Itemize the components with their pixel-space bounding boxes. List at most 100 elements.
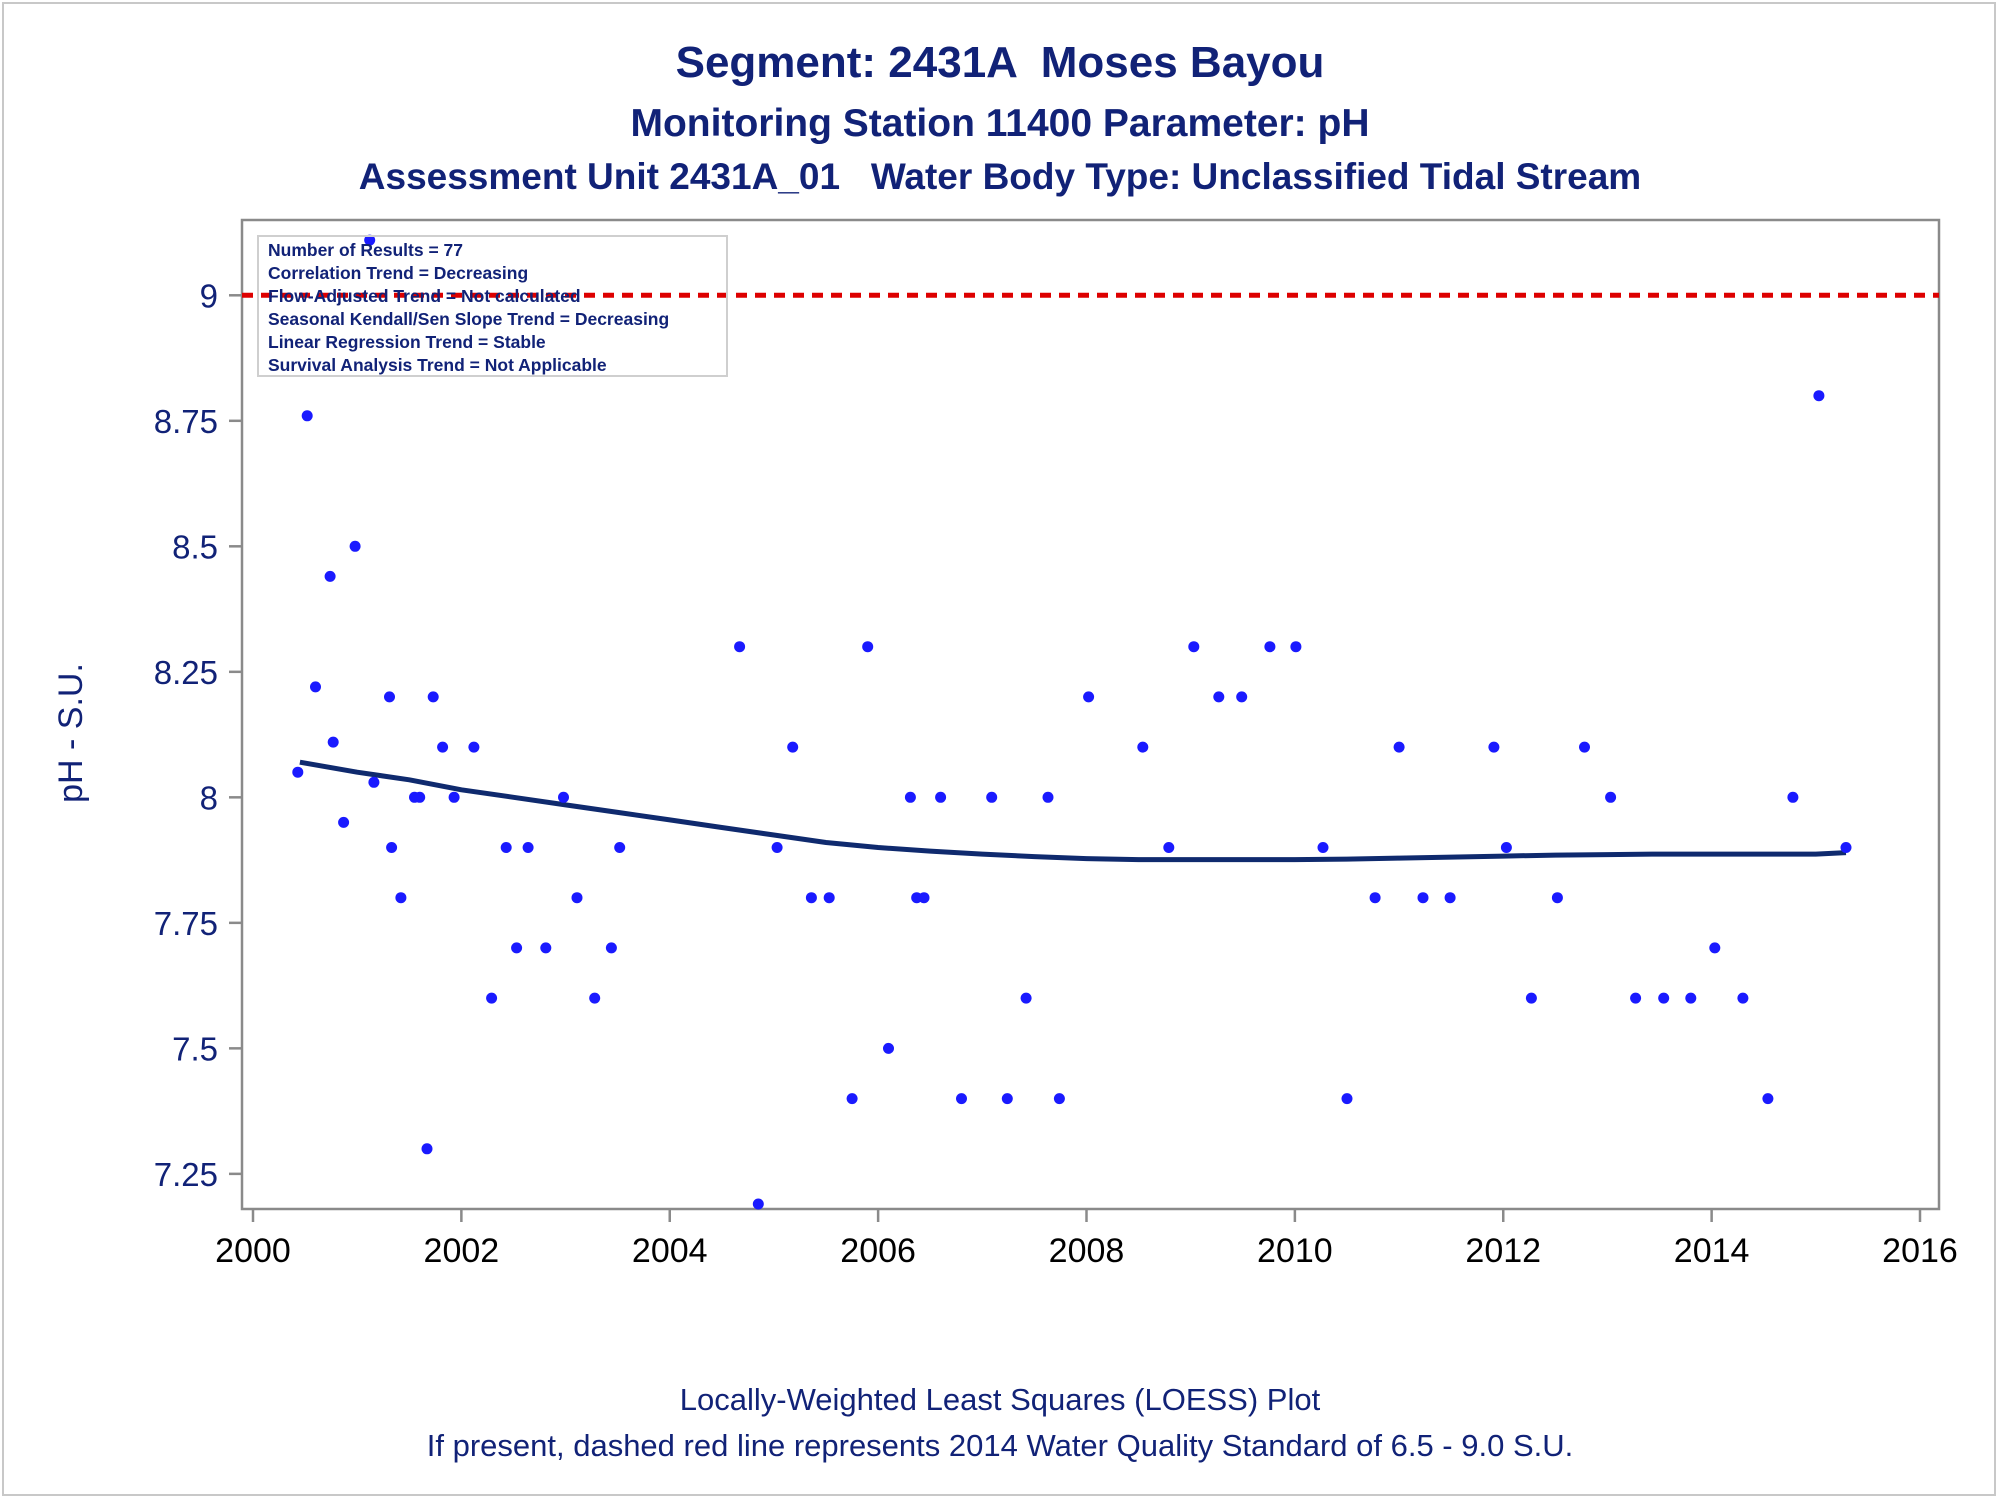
- data-point: [1579, 741, 1590, 753]
- data-point: [605, 942, 617, 954]
- y-tick-label: 8.5: [172, 528, 218, 565]
- data-point: [310, 681, 321, 693]
- data-point: [805, 892, 817, 904]
- data-point: [1369, 892, 1381, 904]
- data-point: [734, 641, 746, 653]
- data-point: [1444, 892, 1456, 904]
- data-point: [956, 1093, 967, 1105]
- data-point: [1317, 842, 1329, 853]
- data-point: [364, 234, 376, 246]
- data-point: [338, 816, 350, 828]
- data-point: [1737, 992, 1749, 1004]
- data-point: [1001, 1093, 1013, 1105]
- x-tick-label: 2002: [424, 1232, 500, 1270]
- stats-box-line: Flow-Adjusted Trend = Not calculated: [268, 286, 581, 306]
- loess-layer: [299, 759, 1847, 863]
- data-point: [823, 892, 835, 904]
- data-point: [511, 942, 523, 954]
- data-point: [368, 776, 380, 788]
- data-point: [500, 842, 512, 853]
- data-point: [1500, 842, 1512, 853]
- data-point: [1083, 691, 1095, 703]
- y-tick-label: 7.25: [154, 1156, 218, 1193]
- data-point: [558, 791, 569, 803]
- x-tick-label: 2000: [215, 1232, 291, 1270]
- data-point: [327, 736, 339, 748]
- data-point: [986, 791, 998, 803]
- data-point: [862, 641, 874, 653]
- data-point: [918, 892, 930, 904]
- points-layer: [292, 234, 1852, 1210]
- x-tick-label: 2010: [1257, 1232, 1333, 1270]
- y-tick-label: 9: [200, 277, 218, 314]
- data-point: [1417, 892, 1429, 904]
- chart-subtitle-assessment: Assessment Unit 2431A_01 Water Body Type…: [358, 156, 1642, 197]
- x-tick-label: 2016: [1882, 1232, 1958, 1270]
- data-point: [437, 741, 449, 753]
- data-point: [1188, 641, 1200, 653]
- data-point: [414, 791, 426, 803]
- chart-subtitle-station: Monitoring Station 11400 Parameter: pH: [630, 102, 1370, 145]
- data-point: [1709, 942, 1721, 954]
- data-point: [1053, 1093, 1065, 1105]
- data-point: [1605, 791, 1617, 803]
- x-tick-label: 2006: [840, 1232, 916, 1270]
- data-point: [427, 691, 439, 703]
- data-point: [589, 992, 601, 1004]
- data-point: [1787, 791, 1799, 803]
- y-tick-label: 7.75: [154, 905, 218, 942]
- data-point: [1685, 992, 1697, 1004]
- data-point: [1525, 992, 1537, 1004]
- data-point: [1264, 641, 1276, 653]
- stats-box-line: Seasonal Kendall/Sen Slope Trend = Decre…: [268, 309, 669, 329]
- chart-title: Segment: 2431A Moses Bayou: [675, 38, 1325, 87]
- y-tick-label: 7.5: [172, 1030, 218, 1067]
- data-point: [771, 842, 783, 853]
- y-tick-label: 8.25: [154, 654, 218, 691]
- data-point: [421, 1143, 433, 1155]
- plot-area: [240, 218, 1941, 1211]
- data-point: [1341, 1093, 1353, 1105]
- data-point: [1213, 691, 1225, 703]
- stats-box-line: Linear Regression Trend = Stable: [268, 332, 546, 352]
- data-point: [1163, 842, 1175, 853]
- data-point: [1236, 691, 1248, 703]
- data-point: [1813, 390, 1825, 402]
- data-point: [752, 1198, 764, 1210]
- data-point: [571, 892, 583, 904]
- x-tick-label: 2014: [1674, 1232, 1750, 1270]
- stats-box: Number of Results = 77 Correlation Trend …: [257, 235, 728, 377]
- data-point: [614, 842, 626, 853]
- data-point: [1137, 741, 1149, 753]
- y-tick-label: 8: [200, 779, 218, 816]
- data-point: [846, 1093, 858, 1105]
- footnote-standard: If present, dashed red line represents 2…: [426, 1428, 1574, 1463]
- x-tick-label: 2012: [1465, 1232, 1541, 1270]
- data-point: [1762, 1093, 1774, 1105]
- data-point: [1551, 892, 1563, 904]
- data-point: [935, 791, 947, 803]
- data-point: [1658, 992, 1670, 1004]
- data-point: [1630, 992, 1642, 1004]
- data-point: [1020, 992, 1032, 1004]
- data-point: [448, 791, 460, 803]
- stats-box-line: Correlation Trend = Decreasing: [268, 263, 528, 283]
- data-point: [904, 791, 916, 803]
- x-tick-label: 2008: [1049, 1232, 1125, 1270]
- stats-box-line: Survival Analysis Trend = Not Applicable: [268, 355, 607, 375]
- stats-box-line: Number of Results = 77: [268, 240, 463, 260]
- data-point: [1488, 741, 1500, 753]
- data-point: [883, 1042, 894, 1054]
- data-point: [301, 410, 313, 422]
- data-point: [1393, 741, 1405, 753]
- data-point: [1290, 641, 1302, 653]
- y-axis-label: pH - S.U.: [52, 663, 90, 803]
- loess-curve: [299, 759, 1847, 863]
- stats-box-border: [257, 235, 728, 377]
- data-point: [1042, 791, 1054, 803]
- data-point: [292, 766, 304, 778]
- data-point: [1840, 842, 1852, 853]
- data-point: [395, 892, 407, 904]
